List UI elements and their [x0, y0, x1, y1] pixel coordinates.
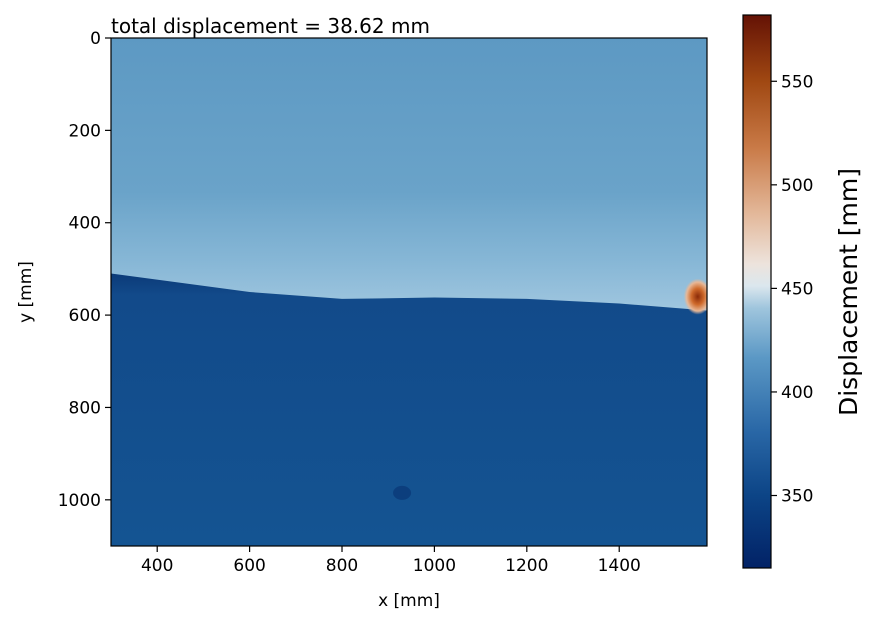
heatmap-hotspot [683, 278, 707, 315]
heatmap-upper-region [111, 38, 707, 318]
y-tick-label: 800 [69, 398, 101, 418]
y-tick-label: 1000 [58, 491, 101, 511]
x-tick-label: 400 [141, 556, 173, 576]
colorbar-ticks: 350 400 450 500 550 [771, 72, 813, 507]
y-tick-label: 400 [69, 214, 101, 234]
y-tick-label: 200 [69, 121, 101, 141]
chart-title: total displacement = 38.62 mm [111, 14, 430, 38]
heatmap-field [111, 38, 707, 546]
heatmap-lower-region [111, 273, 707, 546]
colorbar [742, 14, 772, 569]
x-axis-label: x [mm] [378, 591, 440, 611]
x-tick-label: 1200 [505, 556, 548, 576]
y-tick-label: 0 [90, 29, 101, 49]
y-axis: 0 200 400 600 800 1000 [58, 29, 111, 511]
heatmap-dark-spot [393, 485, 412, 500]
colorbar-tick-label: 550 [781, 72, 813, 92]
colorbar-tick-label: 500 [781, 176, 813, 196]
colorbar-tick-label: 450 [781, 279, 813, 299]
y-tick-label: 600 [69, 306, 101, 326]
colorbar-label: Displacement [mm] [834, 168, 863, 416]
colorbar-tick-label: 350 [781, 487, 813, 507]
x-axis: 400 600 800 1000 1200 1400 [141, 546, 641, 576]
x-tick-label: 1000 [413, 556, 456, 576]
x-tick-label: 1400 [598, 556, 641, 576]
y-axis-label: y [mm] [16, 261, 36, 323]
x-tick-label: 600 [233, 556, 265, 576]
colorbar-tick-label: 400 [781, 383, 813, 403]
plot-frame [110, 37, 708, 547]
x-tick-label: 800 [326, 556, 358, 576]
